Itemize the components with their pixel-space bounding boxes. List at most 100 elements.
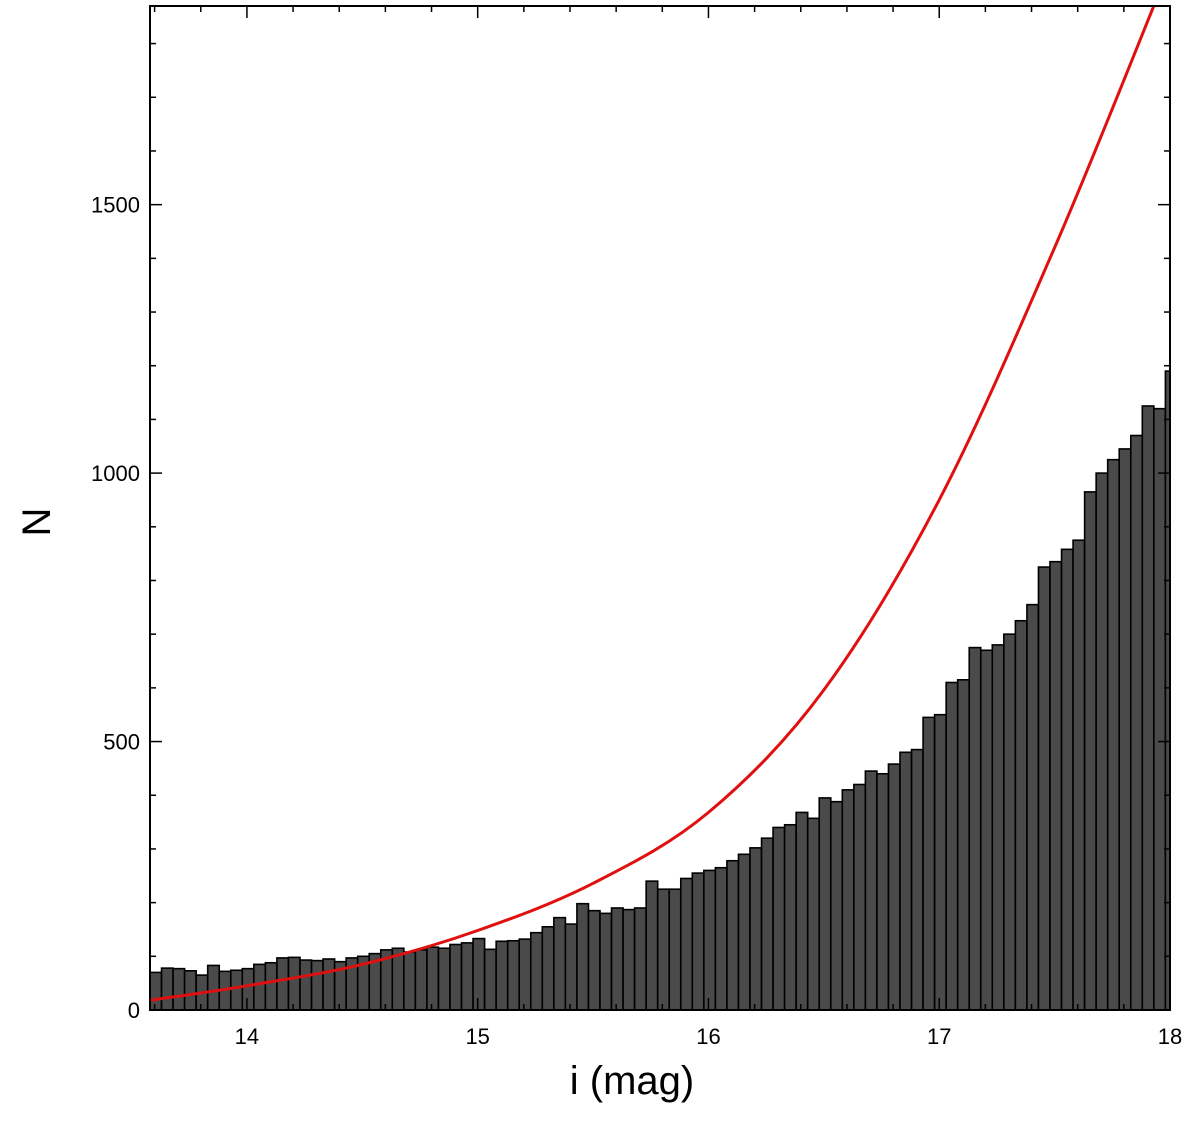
histogram-bar <box>172 967 186 1010</box>
y-tick-label: 500 <box>103 730 140 755</box>
histogram-bar <box>1106 458 1121 1010</box>
histogram-bar <box>829 800 844 1010</box>
plot-frame <box>149 5 1171 1011</box>
histogram-bar <box>795 811 809 1010</box>
histogram-bar <box>253 963 267 1010</box>
histogram-bar <box>287 956 301 1010</box>
histogram-bar <box>899 751 913 1010</box>
y-tick-label: 0 <box>128 998 140 1023</box>
histogram-bar <box>576 902 590 1010</box>
histogram-bar <box>1164 370 1170 1010</box>
histogram-bar <box>414 949 428 1010</box>
histogram-bar <box>737 853 751 1010</box>
histogram-bar <box>1153 407 1167 1010</box>
histogram-bar <box>945 681 959 1010</box>
histogram-bar <box>876 772 890 1010</box>
histogram-bar <box>679 877 694 1010</box>
histogram-bar <box>518 938 532 1010</box>
histogram-bar <box>541 925 555 1010</box>
histogram-bar <box>1188 274 1200 1010</box>
x-tick-label: 17 <box>927 1024 951 1049</box>
histogram-bar <box>1177 336 1189 1010</box>
histogram-bar <box>610 907 624 1010</box>
histogram-bar <box>403 951 417 1010</box>
histogram-bar <box>229 969 244 1010</box>
histogram-bars <box>150 274 1200 1010</box>
histogram-bar <box>449 943 463 1010</box>
histogram-bar <box>160 967 174 1010</box>
histogram-bar <box>726 859 740 1010</box>
histogram-bar <box>276 957 290 1010</box>
histogram-bar <box>553 916 567 1010</box>
histogram-bar <box>495 940 509 1010</box>
tick-labels: 14 15 16 17 18 0 500 1000 1500 <box>91 193 1182 1049</box>
histogram-bar <box>241 967 255 1010</box>
histogram-bar <box>806 817 821 1010</box>
histogram-bar <box>933 713 947 1010</box>
histogram-bar <box>645 880 659 1010</box>
histogram-bar <box>1014 619 1028 1010</box>
histogram-bar <box>691 872 705 1010</box>
histogram-bar <box>529 931 544 1010</box>
histogram-bar <box>587 909 601 1010</box>
histogram-bar <box>506 939 521 1010</box>
histogram-bar <box>749 847 763 1010</box>
axis-ticks <box>150 6 1171 1011</box>
histogram-bar <box>841 789 855 1010</box>
x-axis-title: i (mag) <box>570 1059 694 1103</box>
histogram-bar <box>460 942 474 1010</box>
histogram-bar <box>853 783 867 1010</box>
histogram-bar <box>183 970 197 1010</box>
histogram-bar <box>322 958 336 1010</box>
histogram-bar <box>656 888 671 1010</box>
y-tick-label: 1500 <box>91 193 140 218</box>
histogram-bar <box>668 888 682 1010</box>
histogram-bar <box>783 823 797 1010</box>
x-tick-label: 18 <box>1158 1024 1182 1049</box>
histogram-bar <box>956 679 971 1010</box>
histogram-bar <box>483 948 497 1010</box>
histogram-bar <box>910 748 924 1010</box>
histogram-bar <box>991 644 1005 1010</box>
histogram-bar <box>1060 548 1074 1010</box>
histogram-bar <box>426 946 440 1010</box>
y-tick-label: 1000 <box>91 461 140 486</box>
x-tick-label: 14 <box>235 1024 259 1049</box>
histogram-bar <box>472 937 486 1010</box>
histogram-bar <box>772 826 786 1010</box>
histogram-bar <box>599 912 613 1010</box>
histogram-bar <box>1003 633 1017 1010</box>
histogram-bar <box>864 770 878 1010</box>
histogram-bar <box>818 797 832 1010</box>
histogram-bar <box>968 646 982 1010</box>
histogram-bar <box>714 866 728 1010</box>
histogram-bar <box>1037 566 1051 1010</box>
x-tick-label: 15 <box>465 1024 489 1049</box>
histogram-bar <box>1049 560 1063 1010</box>
histogram-bar <box>299 959 313 1010</box>
histogram-bar <box>1141 405 1155 1010</box>
histogram-bar <box>264 961 278 1010</box>
histogram-bar <box>310 959 324 1010</box>
histogram-bar <box>703 869 717 1010</box>
histogram-bar <box>922 716 936 1010</box>
x-tick-label: 16 <box>696 1024 720 1049</box>
histogram-bar <box>1095 472 1109 1010</box>
histogram-bar <box>887 763 901 1010</box>
histogram-bar <box>1083 491 1097 1010</box>
fit-curve <box>150 6 1156 1002</box>
histogram-bar <box>979 649 994 1010</box>
histogram-bar <box>564 923 578 1010</box>
y-axis-title: N <box>15 508 59 537</box>
histogram-bar <box>622 908 636 1010</box>
histogram-bar <box>633 907 647 1010</box>
histogram-bar <box>437 947 451 1010</box>
histogram-bar <box>1026 603 1040 1010</box>
histogram-bar <box>150 971 163 1010</box>
histogram-bar <box>1129 434 1144 1010</box>
histogram-bar <box>1072 539 1086 1010</box>
histogram-bar <box>760 837 774 1010</box>
histogram-bar <box>1118 448 1132 1010</box>
histogram-bar <box>206 964 221 1010</box>
